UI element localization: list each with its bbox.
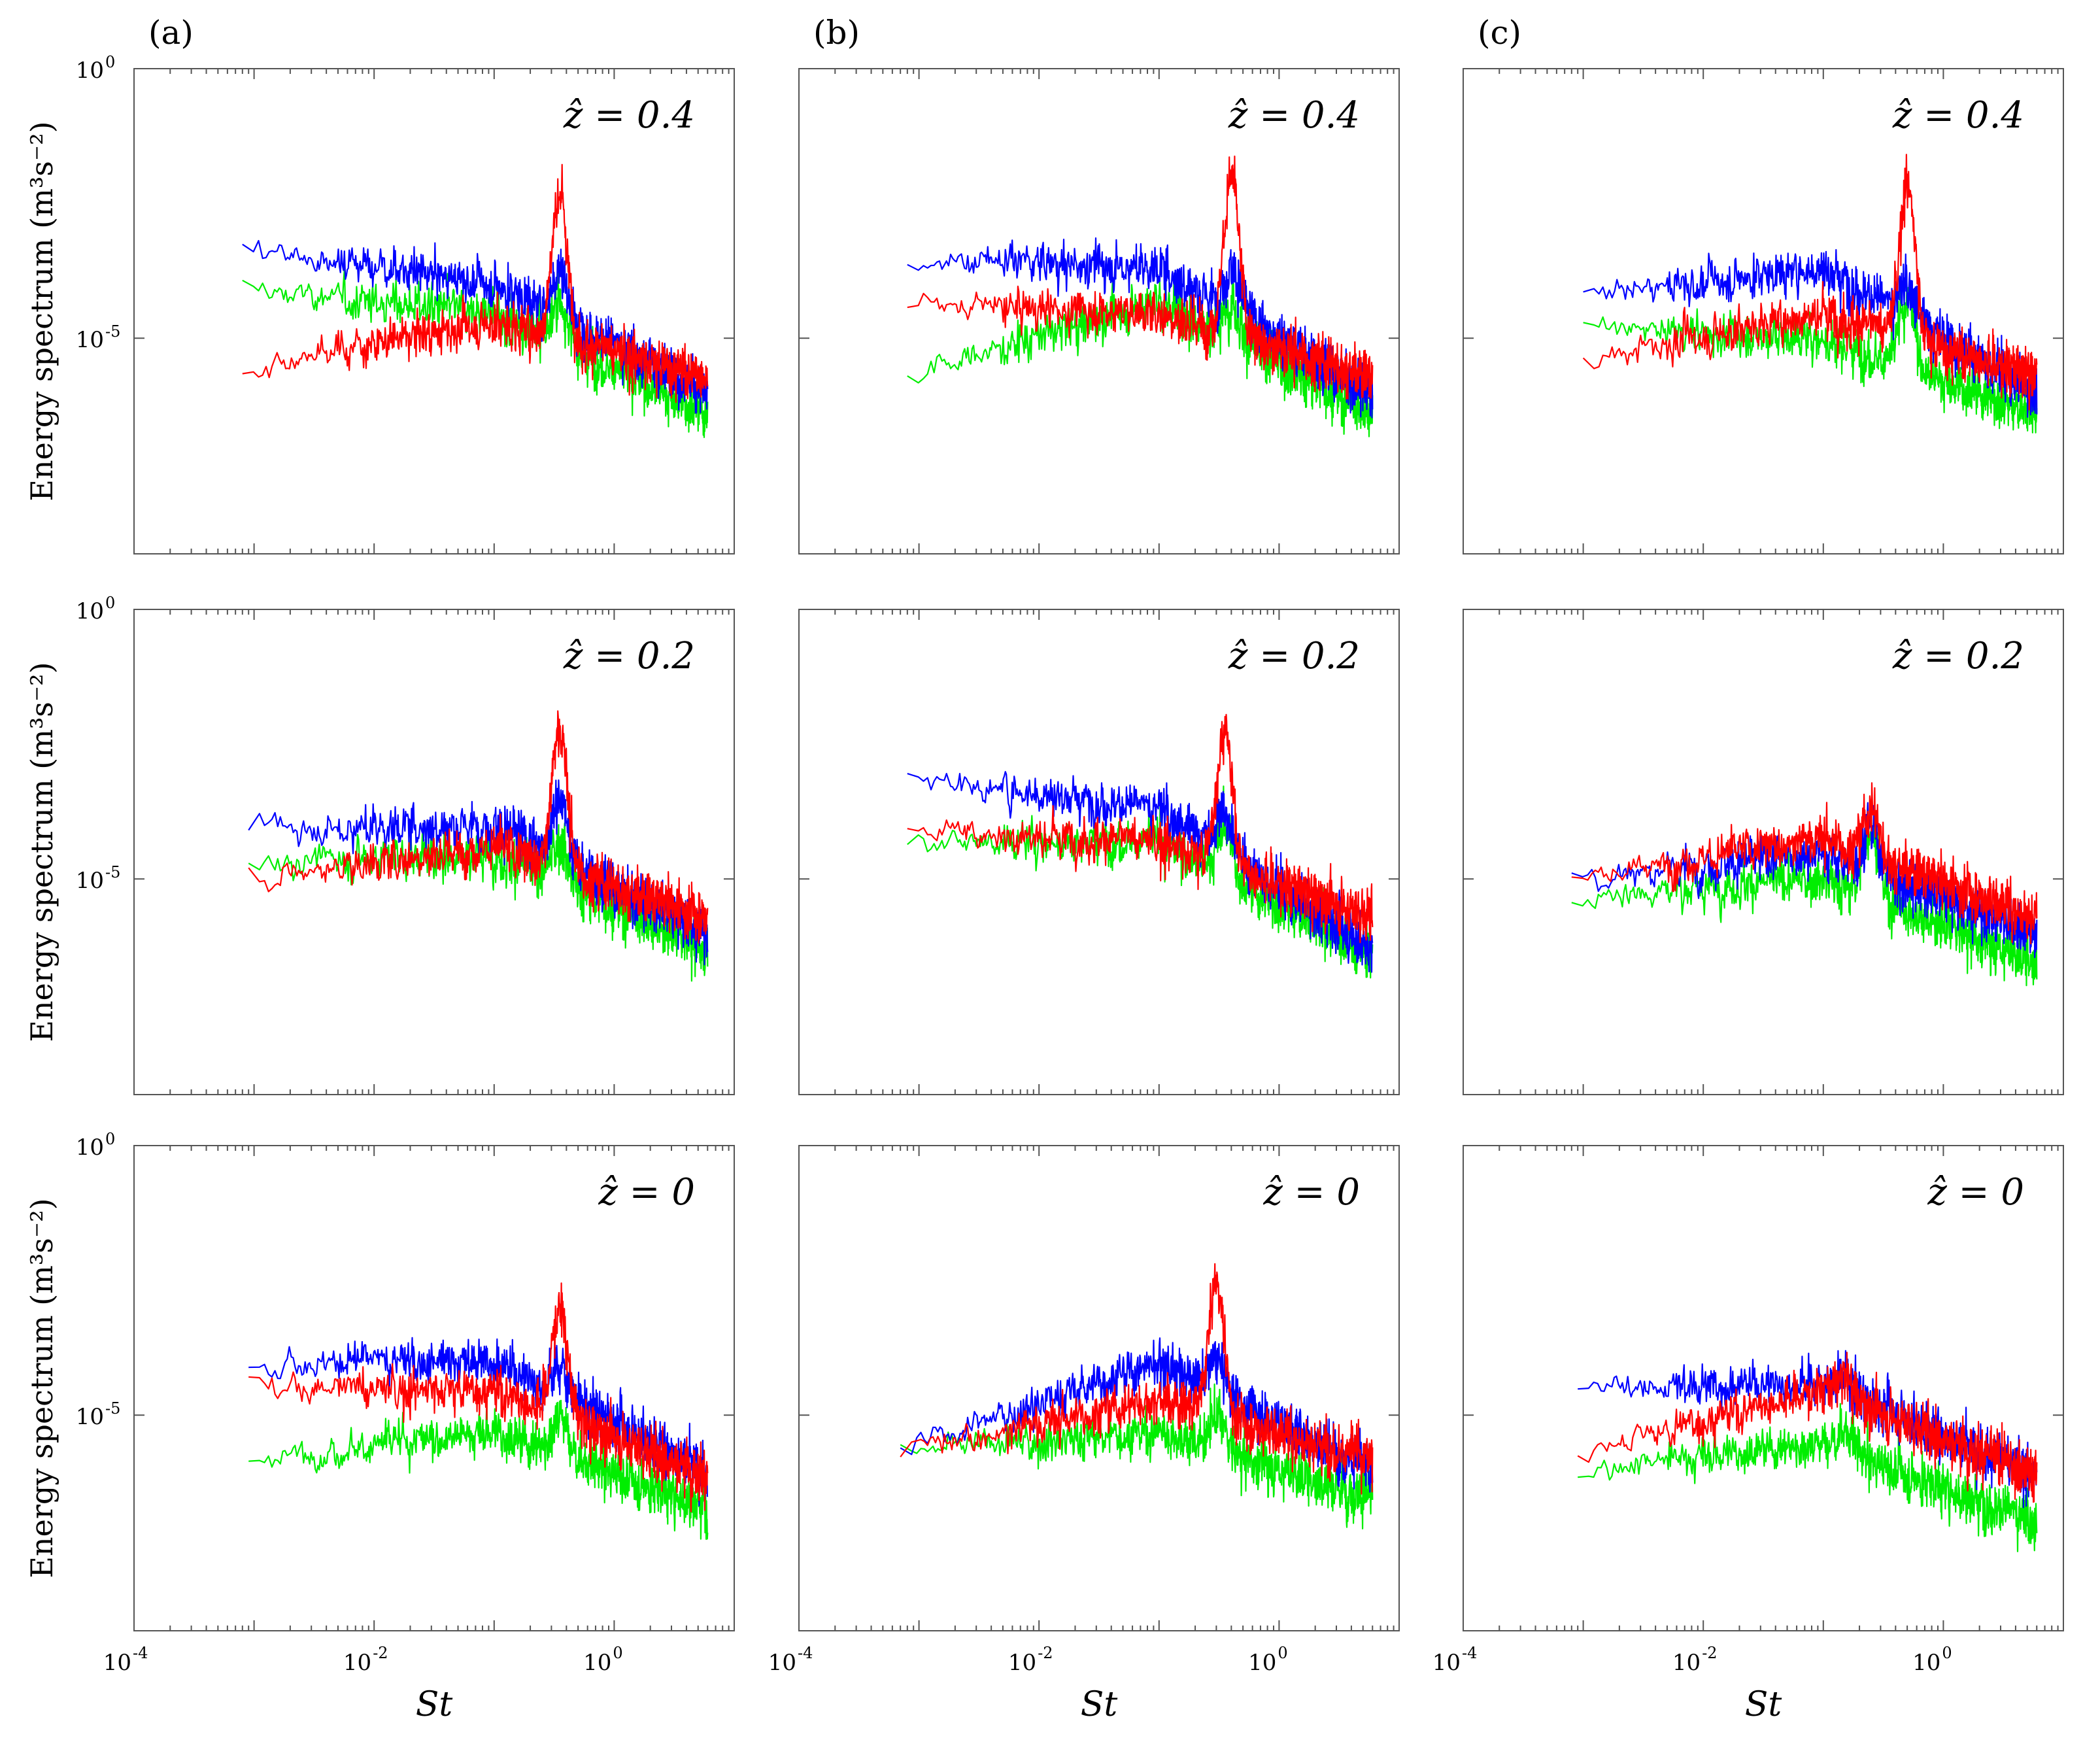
x-tick-label: 10 <box>1432 1650 1461 1676</box>
x-tick-label: 10 <box>103 1650 131 1676</box>
x-tick-label-exponent: -4 <box>798 1644 813 1662</box>
z-annotation: ẑ = 0.4 <box>563 94 695 137</box>
z-annotation: ẑ = 0.4 <box>1892 94 2024 137</box>
axes-frame <box>1463 1145 2064 1631</box>
x-tick-label: 10 <box>343 1650 371 1676</box>
series-red-line <box>907 155 1374 400</box>
panel-label: (b) <box>813 14 860 52</box>
z-annotation: ẑ = 0 <box>1262 1171 1360 1214</box>
series-blue-line <box>907 771 1374 973</box>
y-tick-label: 10 <box>76 598 104 624</box>
panel-c-top: (c) ẑ = 0.4 <box>1463 14 2064 554</box>
panel-b-top: (b) ẑ = 0.4 <box>798 14 1400 554</box>
series-red-line <box>1582 154 2038 411</box>
y-tick-label-exponent: 0 <box>105 53 115 71</box>
axes-frame <box>798 609 1400 1095</box>
series-red-line <box>907 713 1374 944</box>
z-annotation: ẑ = 0.2 <box>1228 635 1360 677</box>
x-tick-label: 10 <box>1912 1650 1940 1676</box>
x-axis-label: St <box>416 1685 453 1724</box>
x-tick-label-exponent: 0 <box>1278 1644 1287 1662</box>
y-axis-label: Energy spectrum (m³s⁻²) <box>24 662 59 1042</box>
panel-b-middle: ẑ = 0.2 <box>798 609 1400 1095</box>
series-red-line <box>248 710 709 944</box>
y-tick-label-exponent: -5 <box>105 322 120 341</box>
series-green-line <box>907 785 1374 979</box>
series-red-line <box>242 163 709 403</box>
y-tick-label: 10 <box>76 58 104 84</box>
y-tick-label: 10 <box>76 1404 104 1430</box>
x-tick-label-exponent: -2 <box>1702 1644 1717 1662</box>
y-axis-label: Energy spectrum (m³s⁻²) <box>24 1198 59 1578</box>
x-tick-label: 10 <box>583 1650 611 1676</box>
series-red-line <box>1571 782 2038 945</box>
axes-frame <box>798 1145 1400 1631</box>
axes-frame <box>1463 609 2064 1095</box>
z-annotation: ẑ = 0 <box>598 1171 695 1214</box>
y-tick-label-exponent: 0 <box>105 1130 115 1148</box>
axes-frame <box>133 1145 735 1631</box>
x-tick-label: 10 <box>1008 1650 1036 1676</box>
x-tick-label-exponent: -2 <box>1038 1644 1053 1662</box>
axes-frame <box>798 68 1400 554</box>
x-tick-label: 10 <box>1248 1650 1276 1676</box>
y-tick-label: 10 <box>76 868 104 894</box>
axes-frame <box>133 609 735 1095</box>
series-blue-line <box>248 779 709 966</box>
panel-label: (a) <box>148 14 194 52</box>
z-annotation: ẑ = 0 <box>1927 1171 2024 1214</box>
series-green-line <box>248 1399 709 1540</box>
x-axis-label: St <box>1081 1685 1118 1724</box>
series-red-line <box>900 1263 1374 1495</box>
x-tick-label: 10 <box>768 1650 796 1676</box>
y-tick-label: 10 <box>76 1134 104 1161</box>
axes-frame <box>1463 68 2064 554</box>
z-annotation: ẑ = 0.2 <box>1892 635 2024 677</box>
series-blue-line <box>248 1334 709 1507</box>
y-tick-label-exponent: 0 <box>105 594 115 612</box>
series-green-line <box>242 269 709 438</box>
y-tick-label-exponent: -5 <box>105 1399 120 1418</box>
x-axis-label: St <box>1745 1685 1782 1724</box>
x-tick-label: 10 <box>1672 1650 1701 1676</box>
axes-frame <box>133 68 735 554</box>
x-tick-label-exponent: 0 <box>613 1644 622 1662</box>
series-green-line <box>1578 1403 2038 1552</box>
series-green-line <box>900 1383 1374 1529</box>
z-annotation: ẑ = 0.4 <box>1228 94 1360 137</box>
x-tick-label-exponent: 0 <box>1942 1644 1952 1662</box>
x-tick-label-exponent: -2 <box>373 1644 388 1662</box>
x-tick-label-exponent: -4 <box>133 1644 148 1662</box>
y-tick-label-exponent: -5 <box>105 863 120 881</box>
panel-c-middle: ẑ = 0.2 <box>1463 609 2064 1095</box>
panel-label: (c) <box>1478 14 1521 52</box>
series-green-line <box>1571 817 2038 987</box>
series-red-line <box>1577 1352 2038 1503</box>
y-axis-label: Energy spectrum (m³s⁻²) <box>24 121 59 501</box>
z-annotation: ẑ = 0.2 <box>563 635 695 677</box>
series-red-line <box>248 1282 709 1512</box>
y-tick-label: 10 <box>76 327 104 353</box>
x-tick-label-exponent: -4 <box>1462 1644 1477 1662</box>
